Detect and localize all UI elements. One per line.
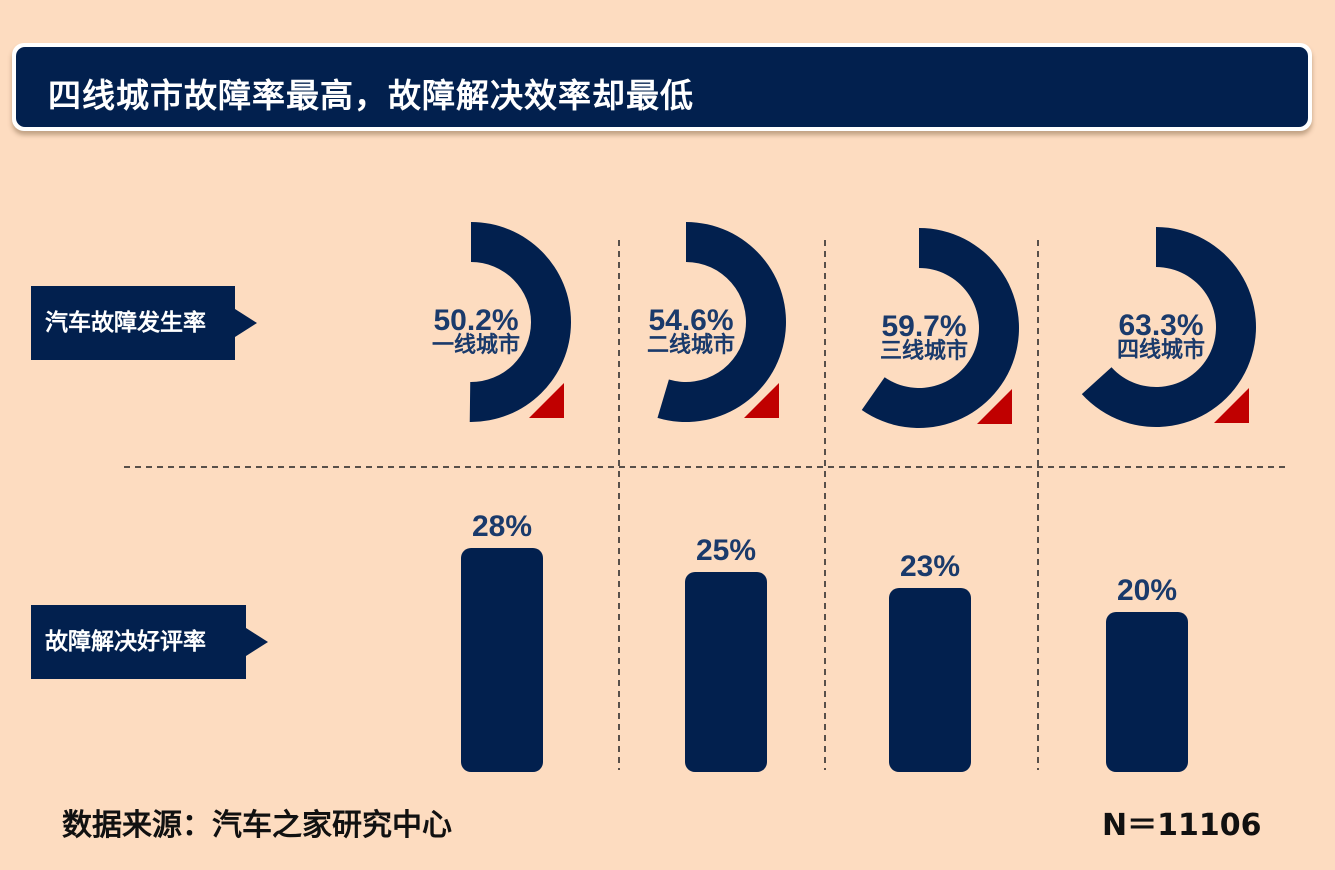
title-bar: 四线城市故障率最高，故障解决效率却最低 [12,43,1312,131]
bar-value-label-3: 23% [900,550,960,583]
bar-value-label-4: 20% [1117,574,1177,607]
bar-4 [1106,612,1188,772]
donut-category-label-4: 四线城市 [1117,337,1205,363]
donut-accent-3 [977,389,1012,424]
bar-2 [685,572,767,772]
title-background: 四线城市故障率最高，故障解决效率却最低 [16,47,1308,127]
donut-arc-3 [861,228,1019,428]
donut-arc-1 [469,222,572,423]
donut-accent-4 [1214,388,1249,423]
donut-category-label-3: 三线城市 [880,338,968,364]
donut-category-label-2: 二线城市 [647,332,735,358]
incidence-row-label: 汽车故障发生率 [31,286,257,360]
donut-arc-2 [657,221,786,422]
sample-size: N＝11106 [1102,808,1262,843]
donut-arc-4 [1081,227,1257,428]
bar-value-label-1: 28% [472,510,532,543]
donut-accent-2 [744,383,779,418]
donut-value-label-2: 54.6% [648,304,733,337]
bar-value-label-2: 25% [696,534,756,567]
data-source: 数据来源：汽车之家研究中心 [62,808,452,843]
donut-value-label-1: 50.2% [433,304,518,337]
donut-value-label-3: 59.7% [881,310,966,343]
donut-value-label-4: 63.3% [1118,309,1203,342]
bar-1 [461,548,543,772]
satisfaction-row-label: 故障解决好评率 [31,605,268,679]
bar-3 [889,588,971,772]
donut-accent-1 [529,383,564,418]
page-title: 四线城市故障率最高，故障解决效率却最低 [48,76,694,115]
donut-category-label-1: 一线城市 [432,332,520,358]
